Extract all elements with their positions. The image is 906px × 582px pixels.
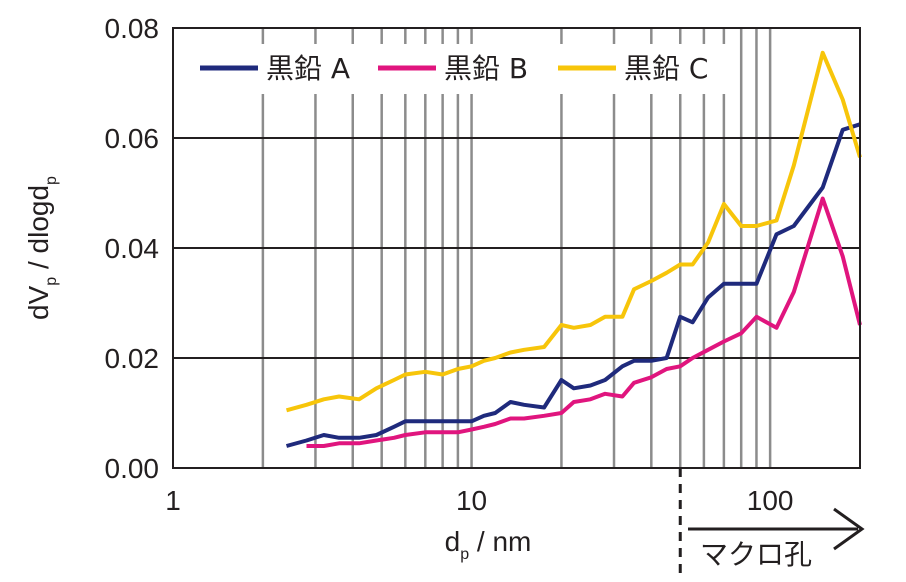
- plot-frame: [172, 27, 861, 469]
- y-tick-label: 0.06: [105, 123, 160, 154]
- y-tick-label: 0.00: [105, 453, 160, 484]
- legend-background: [190, 44, 735, 94]
- series-line: [306, 196, 862, 448]
- macropore-label: マクロ孔: [700, 538, 812, 571]
- x-tick-label: 1: [165, 485, 181, 516]
- y-axis-label: dVp / dlogdp: [23, 176, 60, 320]
- y-tick-label: 0.08: [105, 13, 160, 44]
- legend-label: 黒鉛 C: [624, 52, 708, 85]
- series-line: [285, 122, 861, 448]
- series-layer: [285, 50, 862, 448]
- x-axis-label: dp / nm: [445, 526, 532, 563]
- y-tick-label: 0.04: [105, 233, 160, 264]
- series-line: [285, 50, 862, 413]
- y-axis-ticks: 0.00 0.02 0.04 0.06 0.08: [105, 13, 160, 484]
- legend-label: 黒鉛 A: [266, 52, 350, 85]
- major-grid: [173, 137, 860, 359]
- x-tick-label: 10: [456, 485, 487, 516]
- x-axis-ticks: 1 10 100: [165, 485, 793, 516]
- legend-label: 黒鉛 B: [444, 52, 528, 85]
- legend: 黒鉛 A 黒鉛 B 黒鉛 C: [190, 44, 735, 94]
- macropore-arrow: [688, 507, 865, 551]
- x-tick-label: 100: [747, 485, 794, 516]
- y-tick-label: 0.02: [105, 343, 160, 374]
